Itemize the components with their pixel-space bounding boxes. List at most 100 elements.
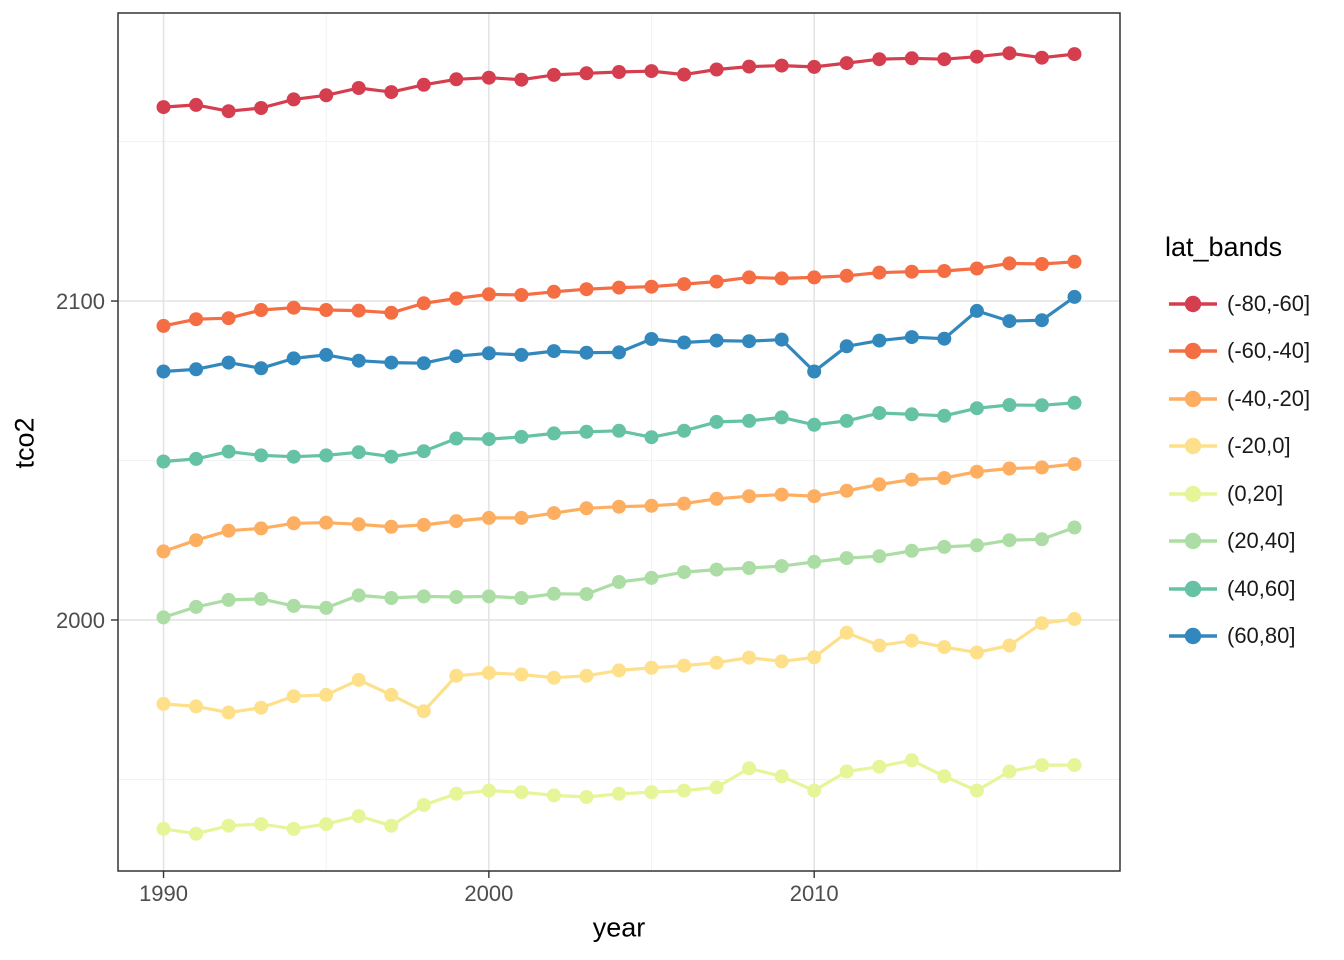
data-point xyxy=(579,587,594,602)
data-point xyxy=(677,67,692,82)
data-point xyxy=(546,344,561,359)
data-point xyxy=(937,331,952,346)
data-point xyxy=(839,56,854,71)
data-point xyxy=(839,339,854,354)
data-point xyxy=(937,640,952,655)
data-point xyxy=(384,449,399,464)
data-point xyxy=(319,515,334,530)
data-point xyxy=(286,821,301,836)
data-point xyxy=(709,274,724,289)
data-point xyxy=(1034,257,1049,271)
data-point xyxy=(904,472,919,487)
data-point xyxy=(904,753,919,768)
data-point xyxy=(839,551,854,566)
data-point xyxy=(579,282,594,297)
data-point xyxy=(644,430,659,445)
data-point xyxy=(351,81,366,95)
data-point xyxy=(384,355,399,370)
data-point xyxy=(156,696,171,711)
data-point xyxy=(546,670,561,685)
data-point xyxy=(904,543,919,558)
data-point xyxy=(254,303,269,317)
data-point xyxy=(937,539,952,554)
data-point xyxy=(742,650,757,665)
data-point xyxy=(644,279,659,294)
data-point xyxy=(774,559,789,574)
data-point xyxy=(1067,289,1082,304)
data-point xyxy=(286,516,301,531)
legend-item-label: (-80,-60] xyxy=(1227,290,1311,316)
data-point xyxy=(1067,758,1082,773)
data-point xyxy=(839,764,854,779)
data-point xyxy=(351,303,366,318)
data-point xyxy=(969,401,984,416)
legend-key-icon xyxy=(1169,438,1217,455)
data-point xyxy=(807,364,822,379)
legend-item: (-40,-20] xyxy=(1163,375,1310,423)
data-point xyxy=(1034,758,1049,773)
data-point xyxy=(904,330,919,345)
data-point xyxy=(937,769,952,784)
data-point xyxy=(644,332,659,346)
data-point xyxy=(286,300,301,315)
legend-key-icon xyxy=(1169,533,1217,550)
data-point xyxy=(612,575,626,589)
data-point xyxy=(644,64,659,79)
data-point xyxy=(286,598,301,613)
data-point xyxy=(1002,638,1017,653)
data-point xyxy=(969,303,984,318)
data-point xyxy=(254,448,269,463)
data-point xyxy=(1067,457,1082,471)
data-point xyxy=(449,786,464,801)
data-point xyxy=(709,333,724,348)
data-point xyxy=(677,335,692,350)
data-point xyxy=(644,660,659,675)
data-point xyxy=(969,49,984,64)
data-point xyxy=(156,454,171,469)
series-(-80,-60] xyxy=(156,46,1082,119)
data-point xyxy=(481,70,496,85)
data-point xyxy=(319,600,334,615)
data-point xyxy=(677,423,692,438)
series-(-60,-40] xyxy=(156,254,1082,333)
data-point xyxy=(481,783,496,798)
legend-item: (40,60] xyxy=(1163,565,1310,613)
data-point xyxy=(904,51,919,66)
data-point xyxy=(872,406,887,420)
data-point xyxy=(677,783,692,798)
data-point xyxy=(677,658,692,673)
data-point xyxy=(579,790,594,804)
data-point xyxy=(319,687,334,702)
data-point xyxy=(807,489,822,504)
data-point xyxy=(807,650,822,665)
legend-key-icon xyxy=(1169,580,1217,597)
data-point xyxy=(839,268,854,283)
data-point xyxy=(384,818,399,833)
data-point xyxy=(872,52,887,67)
data-point xyxy=(449,291,464,306)
data-point xyxy=(969,464,984,479)
legend-item-label: (40,60] xyxy=(1227,575,1296,601)
data-point xyxy=(156,100,171,115)
data-point xyxy=(1002,533,1017,548)
data-point xyxy=(1002,398,1017,412)
data-point xyxy=(351,517,366,532)
legend-item: (60,80] xyxy=(1163,613,1310,661)
data-point xyxy=(969,261,984,276)
data-point xyxy=(1034,532,1049,547)
data-point xyxy=(514,510,529,525)
data-point xyxy=(1034,313,1049,328)
data-point xyxy=(449,431,464,446)
legend-item-label: (-40,-20] xyxy=(1227,385,1311,411)
data-point xyxy=(742,270,757,285)
data-point xyxy=(807,270,822,285)
legend-item-label: (-60,-40] xyxy=(1227,338,1311,364)
data-point xyxy=(612,65,626,79)
data-point xyxy=(481,589,496,604)
data-point xyxy=(612,423,626,438)
data-point xyxy=(319,347,334,362)
legend: lat_bands (-80,-60] (-60,-40] (-40,-20] (-2… xyxy=(1163,232,1310,660)
data-point xyxy=(156,821,171,836)
data-point xyxy=(514,347,529,362)
